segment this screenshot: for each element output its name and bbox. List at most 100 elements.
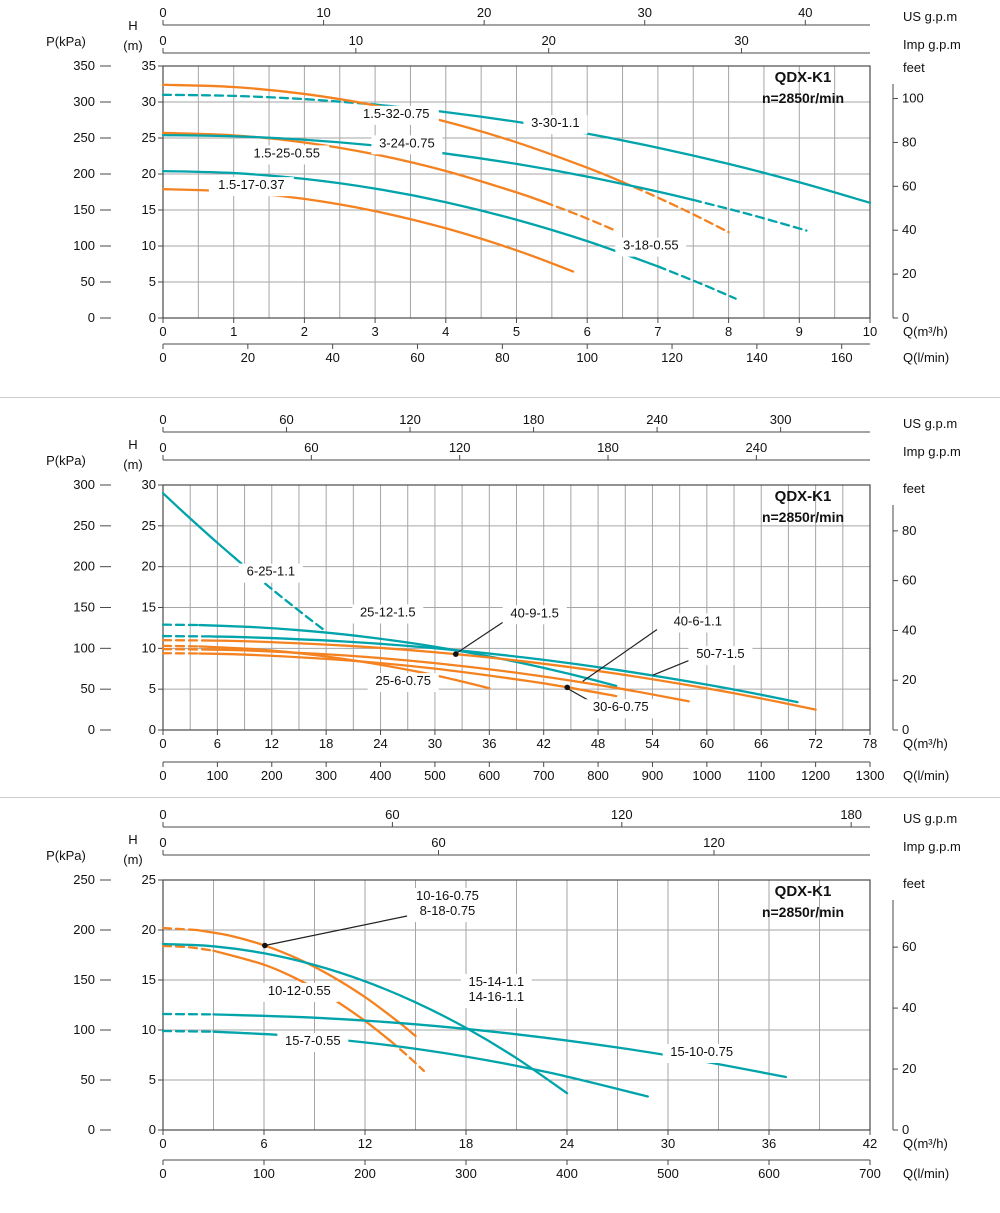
imp-tick-label: 60 [304, 440, 318, 455]
curve-3-24-0.75 [693, 200, 806, 231]
us-axis-title: US g.p.m [903, 811, 957, 826]
h-tick-label: 30 [142, 94, 156, 109]
p-tick-label: 350 [73, 58, 95, 73]
lmin-axis-title: Q(l/min) [903, 350, 949, 365]
lmin-tick-label: 60 [410, 350, 424, 365]
m3h-tick-label: 54 [645, 736, 659, 751]
m3h-tick-label: 42 [863, 1136, 877, 1151]
lmin-tick-label: 400 [556, 1166, 578, 1181]
m3h-tick-label: 9 [796, 324, 803, 339]
h-axis-unit: (m) [123, 457, 143, 472]
us-tick-label: 40 [798, 5, 812, 20]
feet-axis-title: feet [903, 481, 925, 496]
us-tick-label: 20 [477, 5, 491, 20]
lmin-tick-label: 200 [261, 768, 283, 783]
feet-axis-title: feet [903, 60, 925, 75]
m3h-tick-label: 0 [159, 1136, 166, 1151]
m3h-tick-label: 60 [700, 736, 714, 751]
feet-tick-label: 0 [902, 1122, 909, 1137]
h-tick-label: 5 [149, 1072, 156, 1087]
lmin-tick-label: 20 [241, 350, 255, 365]
pointer-line-10-16-0.75 / 8-18-0.75 [265, 916, 407, 946]
lmin-tick-label: 700 [533, 768, 555, 783]
curve-label: 1.5-32-0.75 [363, 106, 430, 121]
lmin-tick-label: 80 [495, 350, 509, 365]
lmin-tick-label: 700 [859, 1166, 881, 1181]
chart-subtitle: n=2850r/min [762, 509, 844, 525]
m3h-tick-label: 4 [442, 324, 449, 339]
us-tick-label: 0 [159, 412, 166, 427]
curve-1.5-32-0.75 [623, 182, 729, 232]
chart-subtitle: n=2850r/min [762, 90, 844, 106]
m3h-tick-label: 1 [230, 324, 237, 339]
m3h-tick-label: 30 [428, 736, 442, 751]
us-tick-label: 30 [637, 5, 651, 20]
h-tick-label: 10 [142, 1022, 156, 1037]
h-tick-label: 0 [149, 722, 156, 737]
m3h-tick-label: 36 [482, 736, 496, 751]
m3h-tick-label: 2 [301, 324, 308, 339]
us-tick-label: 60 [385, 807, 399, 822]
h-axis-title: H [128, 832, 137, 847]
imp-tick-label: 180 [597, 440, 619, 455]
lmin-tick-label: 800 [587, 768, 609, 783]
chart-subtitle: n=2850r/min [762, 904, 844, 920]
m3h-tick-label: 6 [584, 324, 591, 339]
curve-label: 3-18-0.55 [623, 238, 679, 253]
feet-tick-label: 60 [902, 939, 916, 954]
us-tick-label: 120 [611, 807, 633, 822]
m3h-tick-label: 6 [260, 1136, 267, 1151]
curve-3-18-0.55 [658, 266, 736, 298]
h-tick-label: 25 [142, 872, 156, 887]
lmin-tick-label: 1100 [747, 768, 775, 783]
p-tick-label: 0 [88, 310, 95, 325]
m3h-tick-label: 7 [654, 324, 661, 339]
h-tick-label: 15 [142, 202, 156, 217]
m3h-tick-label: 0 [159, 736, 166, 751]
chart-panel-2: 051015202530050100150200250300P(kPa)H(m)… [46, 412, 961, 783]
feet-tick-label: 60 [902, 573, 916, 588]
m3h-tick-label: 3 [371, 324, 378, 339]
m3h-tick-label: 12 [265, 736, 279, 751]
imp-tick-label: 20 [541, 33, 555, 48]
h-tick-label: 25 [142, 130, 156, 145]
m3h-tick-label: 24 [560, 1136, 574, 1151]
curve-marker-40-9-1.5 [453, 651, 459, 657]
feet-tick-label: 0 [902, 310, 909, 325]
curve-1.5-17-0.37 [163, 189, 573, 271]
us-axis-title: US g.p.m [903, 416, 957, 431]
p-tick-label: 0 [88, 722, 95, 737]
curve-15-7-0.55 [163, 1031, 214, 1032]
h-tick-label: 25 [142, 518, 156, 533]
h-axis-unit: (m) [123, 852, 143, 867]
feet-axis-title: feet [903, 876, 925, 891]
lmin-tick-label: 0 [159, 768, 166, 783]
p-tick-label: 250 [73, 130, 95, 145]
us-tick-label: 60 [279, 412, 293, 427]
curve-label: 10-16-0.75 [416, 888, 479, 903]
feet-tick-label: 40 [902, 622, 916, 637]
imp-axis-title: Imp g.p.m [903, 839, 961, 854]
curve-label: 1.5-25-0.55 [253, 145, 320, 160]
lmin-axis-title: Q(l/min) [903, 768, 949, 783]
m3h-tick-label: 72 [808, 736, 822, 751]
curve-label: 40-6-1.1 [674, 613, 722, 628]
imp-axis-title: Imp g.p.m [903, 37, 961, 52]
feet-tick-label: 40 [902, 222, 916, 237]
h-axis-title: H [128, 18, 137, 33]
p-tick-label: 150 [73, 972, 95, 987]
chart-title: QDX-K1 [775, 488, 832, 505]
h-tick-label: 20 [142, 559, 156, 574]
curve-marker-10-16-0.75 / 8-18-0.75 [262, 943, 268, 949]
p-tick-label: 250 [73, 872, 95, 887]
imp-tick-label: 240 [746, 440, 768, 455]
lmin-tick-label: 1300 [856, 768, 885, 783]
curve-label: 3-24-0.75 [379, 135, 435, 150]
imp-tick-label: 30 [734, 33, 748, 48]
lmin-tick-label: 0 [159, 1166, 166, 1181]
curve-label: 8-18-0.75 [420, 903, 476, 918]
curve-1.5-25-0.55 [545, 202, 616, 230]
curve-label: 50-7-1.5 [696, 646, 744, 661]
curve-label: 25-6-0.75 [375, 673, 431, 688]
